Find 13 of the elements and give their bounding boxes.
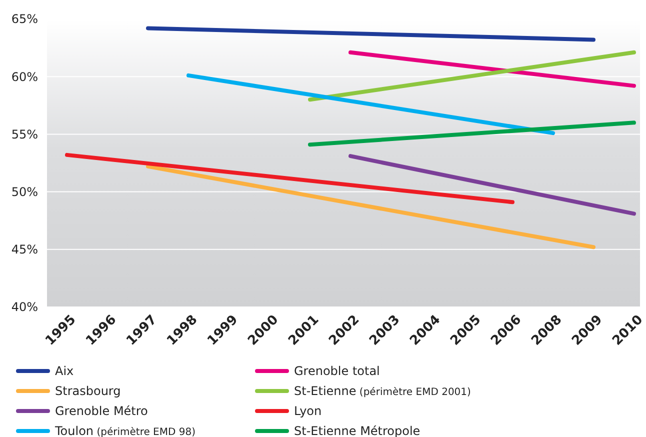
y-tick-label: 60% <box>11 70 38 84</box>
y-tick-label: 65% <box>11 12 38 26</box>
legend-label: Aix <box>55 364 74 378</box>
legend-label: Strasbourg <box>55 384 121 398</box>
legend-label: Grenoble Métro <box>55 404 148 418</box>
legend-label: Lyon <box>294 404 322 418</box>
legend-label: Grenoble total <box>294 364 380 378</box>
y-tick-label: 55% <box>11 127 38 142</box>
y-tick-label: 50% <box>11 185 38 199</box>
legend-label: Toulon (périmètre EMD 98) <box>54 424 196 437</box>
y-tick-label: 40% <box>11 300 38 314</box>
y-tick-label: 45% <box>11 242 38 257</box>
legend-label: St-Etienne (périmètre EMD 2001) <box>294 384 472 398</box>
